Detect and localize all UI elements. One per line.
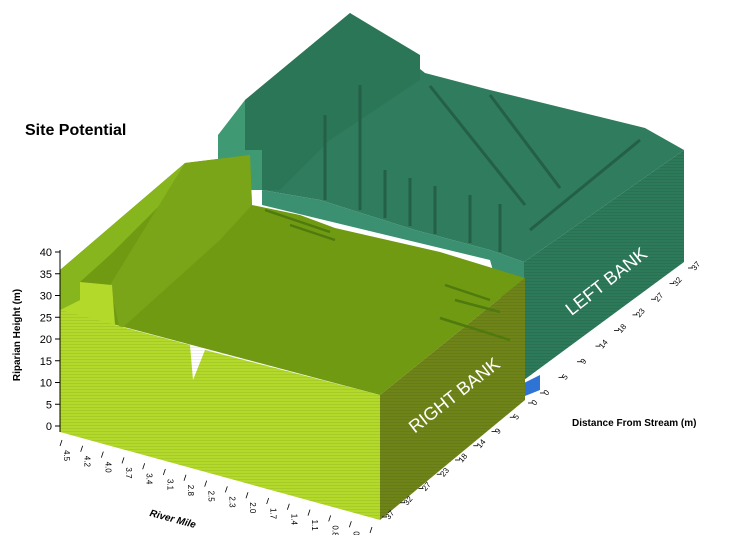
river-mile-tick-label: 1.7 [269, 508, 278, 520]
distance-left-tick-label: 9 [579, 356, 589, 366]
river-mile-tick-mark [204, 480, 208, 487]
right-bank-grooves [264, 208, 511, 342]
river-mile-tick-mark [121, 457, 125, 464]
right-bank-side-grain [380, 278, 525, 520]
z-tick-label: 25 [40, 312, 52, 324]
left-bank-grooves [323, 85, 641, 252]
distance-left-tick-label: 5 [560, 372, 570, 382]
left-bank-surface [218, 13, 684, 398]
river-mile-tick-label: 2.8 [186, 485, 195, 497]
distance-left-tick-label: 32 [671, 275, 684, 288]
river-mile-tick-mark [245, 492, 249, 499]
left-bank-side-grain [524, 150, 684, 380]
distance-left-tick-label: 14 [597, 337, 610, 350]
river-mile-tick-label: 2.0 [248, 502, 257, 514]
river-mile-tick-mark [183, 474, 187, 481]
distance-left-tick-label: 27 [653, 291, 666, 304]
z-tick-labels: 0 5 10 15 20 25 30 35 40 [40, 247, 60, 433]
river-mile-tick-mark [142, 463, 146, 470]
z-tick-label: 5 [46, 399, 52, 411]
z-tick-label: 15 [40, 356, 52, 368]
z-tick-label: 30 [40, 291, 52, 303]
distance-left-tick-label: 23 [634, 306, 647, 319]
river-mile-tick-label: 4.5 [62, 450, 71, 462]
river-mile-tick-label: 0.5 [351, 531, 360, 535]
river-mile-tick-label: 2.3 [227, 496, 236, 508]
left-bank-ridge [245, 13, 420, 190]
right-bank-front-grain [60, 310, 380, 520]
river-mile-tick-mark [328, 515, 332, 522]
river-mile-tick-mark [224, 486, 228, 493]
left-bank-front-face [262, 190, 524, 380]
y-axis-label: Distance From Stream (m) [572, 418, 696, 429]
distance-left-tick-label: 37 [690, 259, 703, 272]
river-mile-tick-label: 1.4 [289, 514, 298, 526]
distance-left-tick-label: 0 [542, 388, 552, 398]
z-tick-label: 40 [40, 247, 52, 259]
right-bank-shoulder [110, 155, 252, 330]
z-axis: 0 5 10 15 20 25 30 35 40 Riparian Height (m) [12, 247, 61, 433]
river-mile-tick-mark [80, 445, 84, 452]
river-mile-tick-label: 3.4 [145, 473, 154, 485]
river-mile-tick-mark [59, 439, 63, 447]
river-mile-tick-mark [369, 526, 373, 534]
river-mile-tick-mark [307, 509, 311, 516]
river-mile-tick-mark [286, 503, 290, 510]
z-tick-label: 0 [46, 421, 52, 433]
river-mile-tick-label: 4.0 [103, 462, 112, 474]
distance-right-tick-label: 5 [511, 412, 521, 422]
river-mile-tick-mark [162, 468, 166, 476]
river-mile-tick-label: 0.8 [331, 525, 340, 535]
river-mile-tick-label: 3.7 [124, 467, 133, 479]
z-axis-label: Riparian Height (m) [12, 289, 23, 381]
river-mile-tick-mark [266, 497, 270, 505]
river-mile-tick-mark [100, 451, 104, 458]
river-mile-tick-label: 3.1 [165, 479, 174, 491]
chart-title: Site Potential [25, 122, 126, 139]
river-mile-tick-label: 1.1 [310, 520, 319, 532]
river-mile-tick-label: 2.5 [207, 491, 216, 503]
z-tick-label: 20 [40, 334, 52, 346]
z-tick-label: 35 [40, 269, 52, 281]
x-axis-label: River Mile [148, 508, 197, 531]
right-bank-surface [60, 155, 525, 520]
z-tick-label: 10 [40, 378, 52, 390]
right-bank-ridge [60, 163, 185, 310]
river-mile-tick-mark [348, 521, 352, 528]
distance-right-tick-label: 0 [530, 398, 540, 408]
distance-right-tick-label: 9 [493, 426, 503, 436]
river-mile-tick-labels: 4.5 4.2 4.0 3.7 3.4 3.1 2.8 2.5 2.3 2.0 1.7 1.4 1.1 0… [59, 439, 373, 535]
river-mile-tick-label: 4.2 [83, 456, 92, 468]
distance-left-tick-label: 18 [616, 322, 629, 335]
